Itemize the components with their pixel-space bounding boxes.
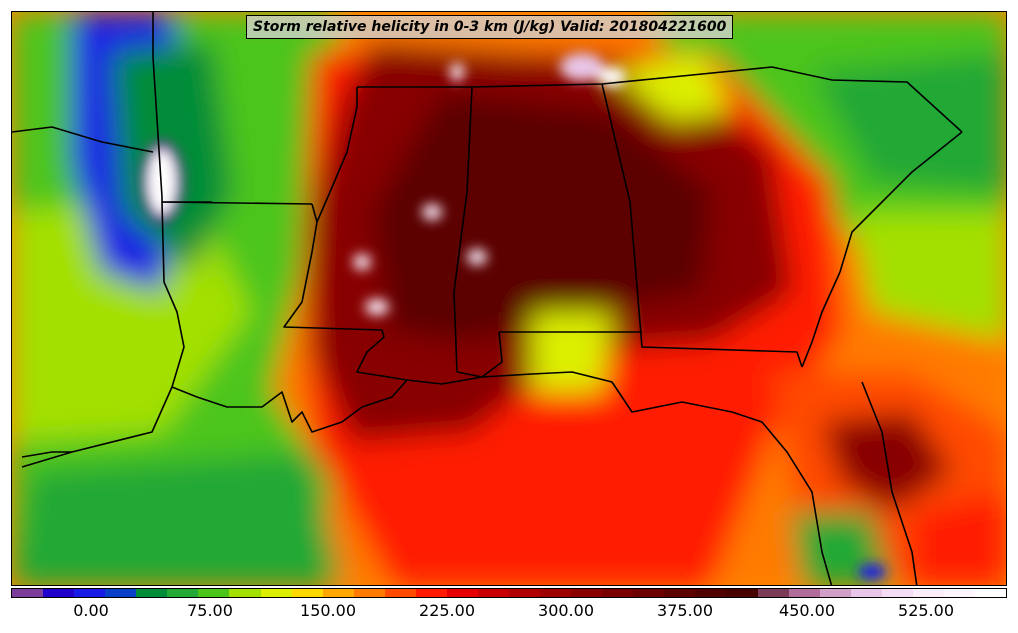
colorbar-tick-label: 525.00 bbox=[898, 601, 954, 620]
colorbar-segment bbox=[353, 589, 385, 597]
colorbar-segment bbox=[198, 589, 230, 597]
colorbar-segment bbox=[757, 589, 789, 597]
map-panel: Storm relative helicity in 0-3 km (J/kg)… bbox=[11, 11, 1007, 586]
colorbar-segment bbox=[446, 589, 478, 597]
colorbar-segment bbox=[943, 589, 975, 597]
colorbar-tick-label: 300.00 bbox=[538, 601, 594, 620]
colorbar-segment bbox=[509, 589, 541, 597]
colorbar-segment bbox=[105, 589, 137, 597]
colorbar-tick-label: 75.00 bbox=[187, 601, 233, 620]
colorbar-segment bbox=[540, 589, 572, 597]
colorbar-segment bbox=[229, 589, 261, 597]
colorbar-segment bbox=[384, 589, 416, 597]
colorbar-segment bbox=[881, 589, 913, 597]
colorbar-segment bbox=[322, 589, 354, 597]
colorbar-segment bbox=[695, 589, 727, 597]
colorbar-segment bbox=[291, 589, 323, 597]
colorbar-tick-label: 150.00 bbox=[300, 601, 356, 620]
colorbar bbox=[11, 588, 1007, 598]
colorbar-segment bbox=[602, 589, 634, 597]
helicity-map bbox=[12, 12, 1006, 585]
colorbar-segment bbox=[136, 589, 168, 597]
colorbar-tick-label: 225.00 bbox=[419, 601, 475, 620]
colorbar-segment bbox=[788, 589, 820, 597]
colorbar-segment bbox=[12, 589, 44, 597]
colorbar-segment bbox=[819, 589, 851, 597]
colorbar-segment bbox=[726, 589, 758, 597]
map-title: Storm relative helicity in 0-3 km (J/kg)… bbox=[246, 15, 734, 39]
colorbar-segment bbox=[974, 589, 1006, 597]
colorbar-tick-label: 375.00 bbox=[657, 601, 713, 620]
colorbar-segment bbox=[43, 589, 75, 597]
colorbar-segment bbox=[664, 589, 696, 597]
colorbar-segment bbox=[167, 589, 199, 597]
colorbar-segment bbox=[633, 589, 665, 597]
colorbar-segment bbox=[850, 589, 882, 597]
colorbar-segment bbox=[477, 589, 509, 597]
colorbar-segment bbox=[912, 589, 944, 597]
colorbar-tick-label: 450.00 bbox=[779, 601, 835, 620]
colorbar-segment bbox=[74, 589, 106, 597]
colorbar-tick-label: 0.00 bbox=[73, 601, 109, 620]
colorbar-segment bbox=[571, 589, 603, 597]
colorbar-tick-labels: 0.00 75.00 150.00 225.00 300.00 375.00 450.00 5… bbox=[11, 601, 1007, 623]
colorbar-segment bbox=[415, 589, 447, 597]
colorbar-segment bbox=[260, 589, 292, 597]
